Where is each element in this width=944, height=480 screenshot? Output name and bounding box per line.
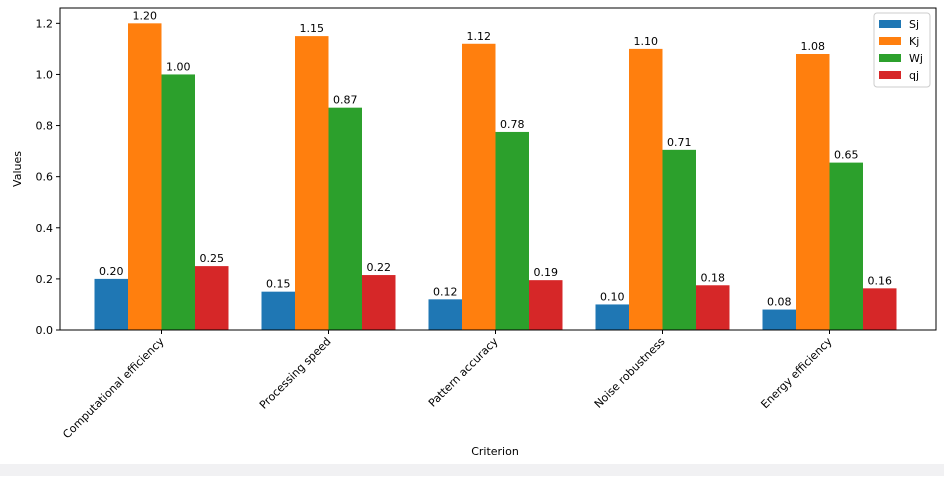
y-tick-label: 0.0 (36, 324, 54, 337)
bar-qj-1 (195, 266, 229, 330)
bar-wj-1 (161, 74, 195, 330)
bar-label-sj-3: 0.12 (433, 285, 458, 298)
bar-label-kj-5: 1.08 (801, 40, 826, 53)
bar-wj-5 (829, 162, 863, 330)
bar-kj-5 (796, 54, 830, 330)
bar-label-wj-3: 0.78 (500, 118, 525, 131)
plot-frame (59, 7, 937, 331)
bottom-strip (0, 464, 944, 476)
bar-label-wj-2: 0.87 (333, 94, 358, 107)
legend-swatch-sj (879, 20, 901, 28)
bar-qj-3 (529, 280, 563, 330)
bar-qj-4 (696, 285, 730, 330)
y-tick-label: 0.2 (36, 273, 54, 286)
bar-kj-1 (128, 23, 162, 330)
bar-label-qj-1: 0.25 (200, 252, 225, 265)
legend-swatch-qj (879, 71, 901, 79)
y-tick-label: 1.0 (36, 68, 54, 81)
bar-kj-4 (629, 48, 663, 331)
legend: Sj Kj Wj qj (873, 12, 931, 88)
y-tick-label: 0.8 (36, 120, 54, 133)
y-tick-label: 0.4 (36, 222, 54, 235)
bar-wj-2 (328, 107, 362, 331)
bar-sj-3 (428, 299, 462, 330)
legend-label-sj: Sj (909, 18, 919, 31)
bar-label-kj-1: 1.20 (133, 9, 158, 22)
bar-sj-5 (762, 309, 796, 330)
bar-label-wj-1: 1.00 (166, 60, 191, 73)
y-axis-title: Values (11, 151, 24, 187)
bar-kj-3 (462, 43, 496, 331)
x-tick-label: Computational efficiency (60, 335, 167, 442)
bar-label-qj-5: 0.16 (868, 274, 893, 287)
legend-swatch-wj (879, 54, 901, 62)
bar-wj-4 (662, 149, 696, 330)
bar-label-sj-1: 0.20 (99, 265, 124, 278)
bar-wj-3 (495, 131, 529, 330)
bar-label-qj-2: 0.22 (367, 261, 392, 274)
bars-layer (94, 23, 897, 331)
bar-sj-4 (595, 304, 629, 330)
legend-swatch-kj (879, 37, 901, 45)
bar-qj-5 (863, 288, 897, 330)
bar-label-sj-5: 0.08 (767, 296, 792, 309)
bar-label-qj-4: 0.18 (701, 271, 726, 284)
bar-label-sj-2: 0.15 (266, 278, 291, 291)
bar-label-sj-4: 0.10 (600, 290, 625, 303)
legend-label-kj: Kj (909, 35, 919, 48)
bar-label-kj-2: 1.15 (300, 22, 325, 35)
bar-kj-2 (295, 36, 329, 330)
x-tick-label: Energy efficiency (758, 335, 835, 412)
legend-frame (873, 12, 931, 88)
x-tick-label: Processing speed (257, 335, 334, 412)
x-axis-title: Criterion (471, 445, 519, 458)
bar-label-qj-3: 0.19 (534, 266, 559, 279)
bar-qj-2 (362, 275, 396, 330)
bar-label-kj-4: 1.10 (634, 35, 659, 48)
x-tick-label: Pattern accuracy (426, 335, 501, 410)
bar-label-wj-4: 0.71 (667, 136, 692, 149)
legend-label-qj: qj (909, 69, 919, 82)
bar-label-kj-3: 1.12 (467, 30, 492, 43)
bar-sj-1 (94, 278, 128, 330)
y-tick-label: 1.2 (36, 17, 54, 30)
x-tick-label: Noise robustness (592, 335, 668, 411)
y-tick-label: 0.6 (36, 171, 54, 184)
legend-label-wj: Wj (909, 52, 923, 65)
bar-sj-2 (261, 291, 295, 330)
y-axis: 0.0 0.2 0.4 0.6 0.8 1.0 1.2 (36, 17, 60, 337)
bar-label-wj-5: 0.65 (834, 149, 859, 162)
x-axis: Computational efficiency Processing speed… (60, 330, 835, 441)
bar-labels-layer: 0.20 0.15 0.12 0.10 0.08 1.20 1.15 1.12 1.10 1.08… (99, 9, 892, 308)
